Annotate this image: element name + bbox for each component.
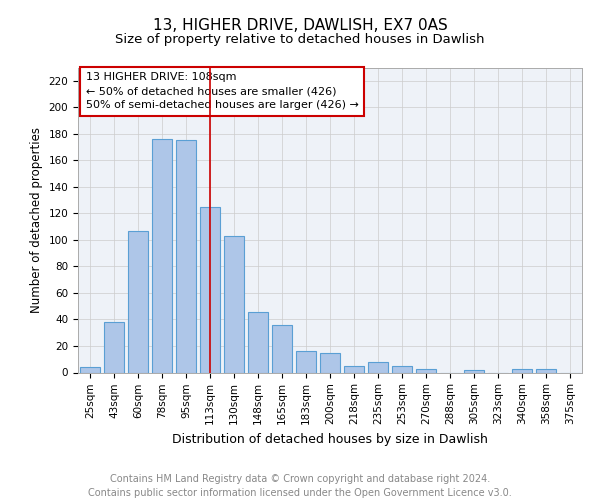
- Bar: [272, 325, 292, 372]
- Text: Size of property relative to detached houses in Dawlish: Size of property relative to detached ho…: [115, 32, 485, 46]
- Bar: [248, 312, 268, 372]
- Bar: [392, 366, 412, 372]
- Text: Contains HM Land Registry data © Crown copyright and database right 2024.
Contai: Contains HM Land Registry data © Crown c…: [88, 474, 512, 498]
- Bar: [416, 368, 436, 372]
- Bar: [176, 140, 196, 372]
- Bar: [344, 366, 364, 372]
- Bar: [200, 206, 220, 372]
- Text: 13, HIGHER DRIVE, DAWLISH, EX7 0AS: 13, HIGHER DRIVE, DAWLISH, EX7 0AS: [152, 18, 448, 32]
- Bar: [224, 236, 244, 372]
- Bar: [368, 362, 388, 372]
- Bar: [80, 367, 100, 372]
- Bar: [512, 368, 532, 372]
- X-axis label: Distribution of detached houses by size in Dawlish: Distribution of detached houses by size …: [172, 432, 488, 446]
- Bar: [536, 368, 556, 372]
- Bar: [464, 370, 484, 372]
- Text: 13 HIGHER DRIVE: 108sqm
← 50% of detached houses are smaller (426)
50% of semi-d: 13 HIGHER DRIVE: 108sqm ← 50% of detache…: [86, 72, 358, 110]
- Bar: [104, 322, 124, 372]
- Bar: [296, 352, 316, 372]
- Bar: [320, 352, 340, 372]
- Bar: [152, 139, 172, 372]
- Y-axis label: Number of detached properties: Number of detached properties: [30, 127, 43, 313]
- Bar: [128, 230, 148, 372]
